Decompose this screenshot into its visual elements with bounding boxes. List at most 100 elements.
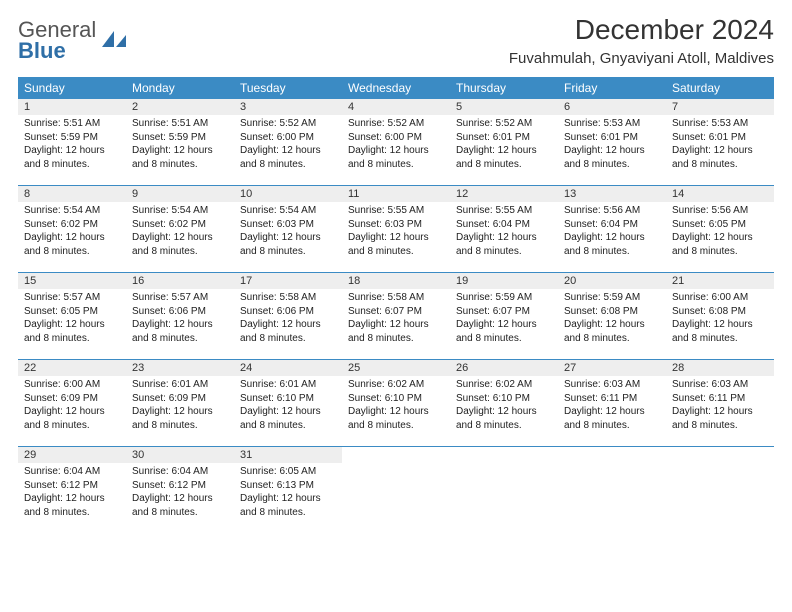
sunset-text: Sunset: 6:11 PM xyxy=(672,392,768,406)
daynum: 14 xyxy=(666,186,774,202)
title-block: December 2024 Fuvahmulah, Gnyaviyani Ato… xyxy=(509,14,774,67)
sunrise-text: Sunrise: 5:54 AM xyxy=(132,204,228,218)
daylight-line2: and 8 minutes. xyxy=(240,419,336,433)
daynum: 18 xyxy=(342,273,450,289)
day-cell: Sunrise: 5:51 AMSunset: 5:59 PMDaylight:… xyxy=(126,115,234,177)
daynum: 23 xyxy=(126,360,234,376)
week-spacer xyxy=(18,438,774,446)
logo: General Blue xyxy=(18,20,128,62)
daylight-line1: Daylight: 12 hours xyxy=(672,318,768,332)
sunrise-text: Sunrise: 5:51 AM xyxy=(24,117,120,131)
daynum: 27 xyxy=(558,360,666,376)
calendar: SundayMondayTuesdayWednesdayThursdayFrid… xyxy=(18,77,774,525)
sunrise-text: Sunrise: 6:01 AM xyxy=(132,378,228,392)
day-cell: Sunrise: 6:04 AMSunset: 6:12 PMDaylight:… xyxy=(18,463,126,525)
page-title: December 2024 xyxy=(509,14,774,46)
sunset-text: Sunset: 6:10 PM xyxy=(348,392,444,406)
sunrise-text: Sunrise: 5:51 AM xyxy=(132,117,228,131)
week-2-bodies: Sunrise: 5:57 AMSunset: 6:05 PMDaylight:… xyxy=(18,289,774,351)
week-3-daynums: 22232425262728 xyxy=(18,359,774,376)
daylight-line2: and 8 minutes. xyxy=(672,419,768,433)
sunrise-text: Sunrise: 5:53 AM xyxy=(672,117,768,131)
day-cell: Sunrise: 6:02 AMSunset: 6:10 PMDaylight:… xyxy=(342,376,450,438)
sunset-text: Sunset: 6:05 PM xyxy=(672,218,768,232)
day-cell: Sunrise: 5:59 AMSunset: 6:07 PMDaylight:… xyxy=(450,289,558,351)
daylight-line2: and 8 minutes. xyxy=(348,332,444,346)
daylight-line1: Daylight: 12 hours xyxy=(348,405,444,419)
daynum: 13 xyxy=(558,186,666,202)
daylight-line2: and 8 minutes. xyxy=(24,158,120,172)
daynum xyxy=(666,447,774,463)
sunset-text: Sunset: 6:09 PM xyxy=(24,392,120,406)
daylight-line2: and 8 minutes. xyxy=(240,158,336,172)
daylight-line1: Daylight: 12 hours xyxy=(132,144,228,158)
sunset-text: Sunset: 6:12 PM xyxy=(132,479,228,493)
daylight-line1: Daylight: 12 hours xyxy=(240,318,336,332)
day-cell: Sunrise: 5:58 AMSunset: 6:07 PMDaylight:… xyxy=(342,289,450,351)
dayname-monday: Monday xyxy=(126,77,234,99)
daylight-line2: and 8 minutes. xyxy=(564,245,660,259)
page-subtitle: Fuvahmulah, Gnyaviyani Atoll, Maldives xyxy=(509,50,774,67)
sunrise-text: Sunrise: 6:02 AM xyxy=(348,378,444,392)
day-cell xyxy=(558,463,666,525)
sunset-text: Sunset: 6:08 PM xyxy=(564,305,660,319)
dayname-sunday: Sunday xyxy=(18,77,126,99)
daynum: 20 xyxy=(558,273,666,289)
daynum: 9 xyxy=(126,186,234,202)
sunset-text: Sunset: 6:10 PM xyxy=(456,392,552,406)
daynum: 4 xyxy=(342,99,450,115)
day-cell: Sunrise: 5:57 AMSunset: 6:05 PMDaylight:… xyxy=(18,289,126,351)
sunrise-text: Sunrise: 5:59 AM xyxy=(564,291,660,305)
header: General Blue December 2024 Fuvahmulah, G… xyxy=(18,14,774,67)
day-cell: Sunrise: 5:54 AMSunset: 6:02 PMDaylight:… xyxy=(126,202,234,264)
sunset-text: Sunset: 6:10 PM xyxy=(240,392,336,406)
sunset-text: Sunset: 6:08 PM xyxy=(672,305,768,319)
day-cell: Sunrise: 6:04 AMSunset: 6:12 PMDaylight:… xyxy=(126,463,234,525)
logo-sail-icon xyxy=(100,29,128,51)
daynum: 17 xyxy=(234,273,342,289)
daylight-line2: and 8 minutes. xyxy=(456,245,552,259)
day-cell: Sunrise: 5:54 AMSunset: 6:03 PMDaylight:… xyxy=(234,202,342,264)
daynum: 28 xyxy=(666,360,774,376)
week-1-daynums: 891011121314 xyxy=(18,185,774,202)
daylight-line1: Daylight: 12 hours xyxy=(240,231,336,245)
daylight-line1: Daylight: 12 hours xyxy=(24,144,120,158)
daynum xyxy=(342,447,450,463)
dayname-wednesday: Wednesday xyxy=(342,77,450,99)
daylight-line1: Daylight: 12 hours xyxy=(24,405,120,419)
sunset-text: Sunset: 6:13 PM xyxy=(240,479,336,493)
sunrise-text: Sunrise: 6:04 AM xyxy=(132,465,228,479)
day-cell: Sunrise: 6:03 AMSunset: 6:11 PMDaylight:… xyxy=(666,376,774,438)
day-cell: Sunrise: 5:54 AMSunset: 6:02 PMDaylight:… xyxy=(18,202,126,264)
daylight-line2: and 8 minutes. xyxy=(240,332,336,346)
sunrise-text: Sunrise: 5:57 AM xyxy=(132,291,228,305)
sunset-text: Sunset: 6:07 PM xyxy=(348,305,444,319)
daylight-line2: and 8 minutes. xyxy=(672,245,768,259)
logo-line2: Blue xyxy=(18,38,66,63)
day-cell: Sunrise: 6:05 AMSunset: 6:13 PMDaylight:… xyxy=(234,463,342,525)
daylight-line2: and 8 minutes. xyxy=(132,332,228,346)
daynum: 5 xyxy=(450,99,558,115)
day-cell: Sunrise: 5:52 AMSunset: 6:00 PMDaylight:… xyxy=(234,115,342,177)
dayname-row: SundayMondayTuesdayWednesdayThursdayFrid… xyxy=(18,77,774,99)
day-cell: Sunrise: 6:00 AMSunset: 6:09 PMDaylight:… xyxy=(18,376,126,438)
daylight-line1: Daylight: 12 hours xyxy=(132,492,228,506)
daylight-line1: Daylight: 12 hours xyxy=(240,144,336,158)
daylight-line2: and 8 minutes. xyxy=(24,332,120,346)
sunset-text: Sunset: 6:01 PM xyxy=(564,131,660,145)
sunset-text: Sunset: 6:06 PM xyxy=(132,305,228,319)
week-4-bodies: Sunrise: 6:04 AMSunset: 6:12 PMDaylight:… xyxy=(18,463,774,525)
daylight-line1: Daylight: 12 hours xyxy=(348,144,444,158)
daylight-line2: and 8 minutes. xyxy=(348,158,444,172)
daylight-line1: Daylight: 12 hours xyxy=(240,405,336,419)
sunrise-text: Sunrise: 6:04 AM xyxy=(24,465,120,479)
day-cell xyxy=(342,463,450,525)
sunrise-text: Sunrise: 6:02 AM xyxy=(456,378,552,392)
daylight-line2: and 8 minutes. xyxy=(564,158,660,172)
sunrise-text: Sunrise: 5:55 AM xyxy=(456,204,552,218)
day-cell: Sunrise: 6:01 AMSunset: 6:09 PMDaylight:… xyxy=(126,376,234,438)
daylight-line1: Daylight: 12 hours xyxy=(240,492,336,506)
daynum: 15 xyxy=(18,273,126,289)
daylight-line1: Daylight: 12 hours xyxy=(348,231,444,245)
daynum: 19 xyxy=(450,273,558,289)
